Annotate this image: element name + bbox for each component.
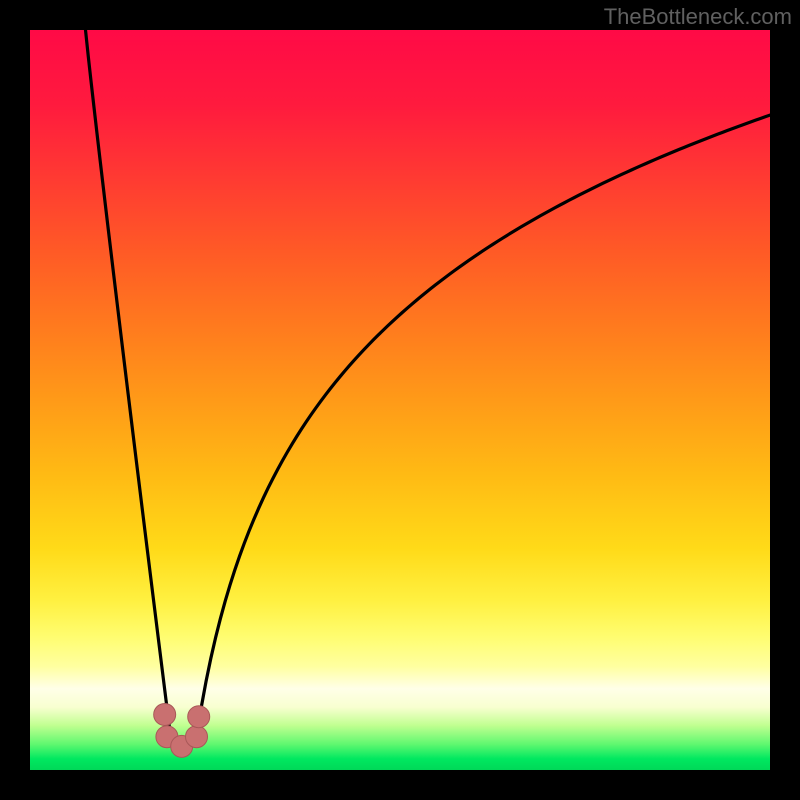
bottleneck-chart [0, 0, 800, 800]
watermark-text: TheBottleneck.com [604, 4, 792, 30]
chart-container: TheBottleneck.com [0, 0, 800, 800]
